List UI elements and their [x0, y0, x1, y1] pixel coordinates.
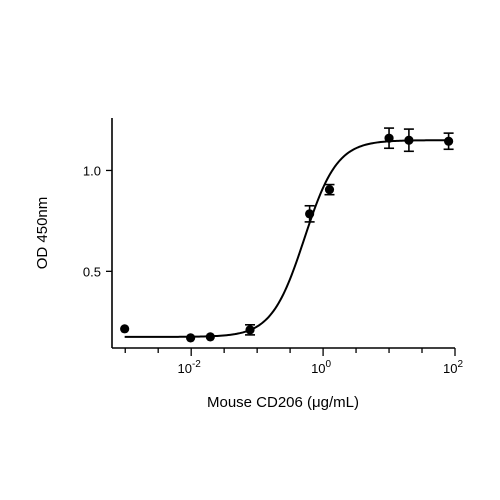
y-tick-label: 1.0 [83, 163, 101, 178]
data-point [404, 135, 414, 145]
x-tick-label: 102 [443, 359, 463, 376]
y-tick-label: 0.5 [83, 264, 101, 279]
x-tick-label: 10-2 [177, 359, 201, 376]
data-point [384, 133, 394, 143]
data-point [120, 324, 130, 334]
x-tick-label: 100 [311, 359, 331, 376]
data-point [305, 209, 315, 219]
y-axis-title: OD 450nm [34, 197, 51, 270]
x-axis-title: Mouse CD206 (μg/mL) [207, 394, 359, 411]
data-point [444, 136, 454, 146]
data-point [324, 185, 335, 195]
data-point [186, 333, 196, 343]
fit-curve [124, 139, 449, 338]
data-point [205, 332, 215, 342]
data-point [245, 325, 255, 335]
plot-area: 0.5 1.0 10-2 100 102 [83, 118, 463, 376]
